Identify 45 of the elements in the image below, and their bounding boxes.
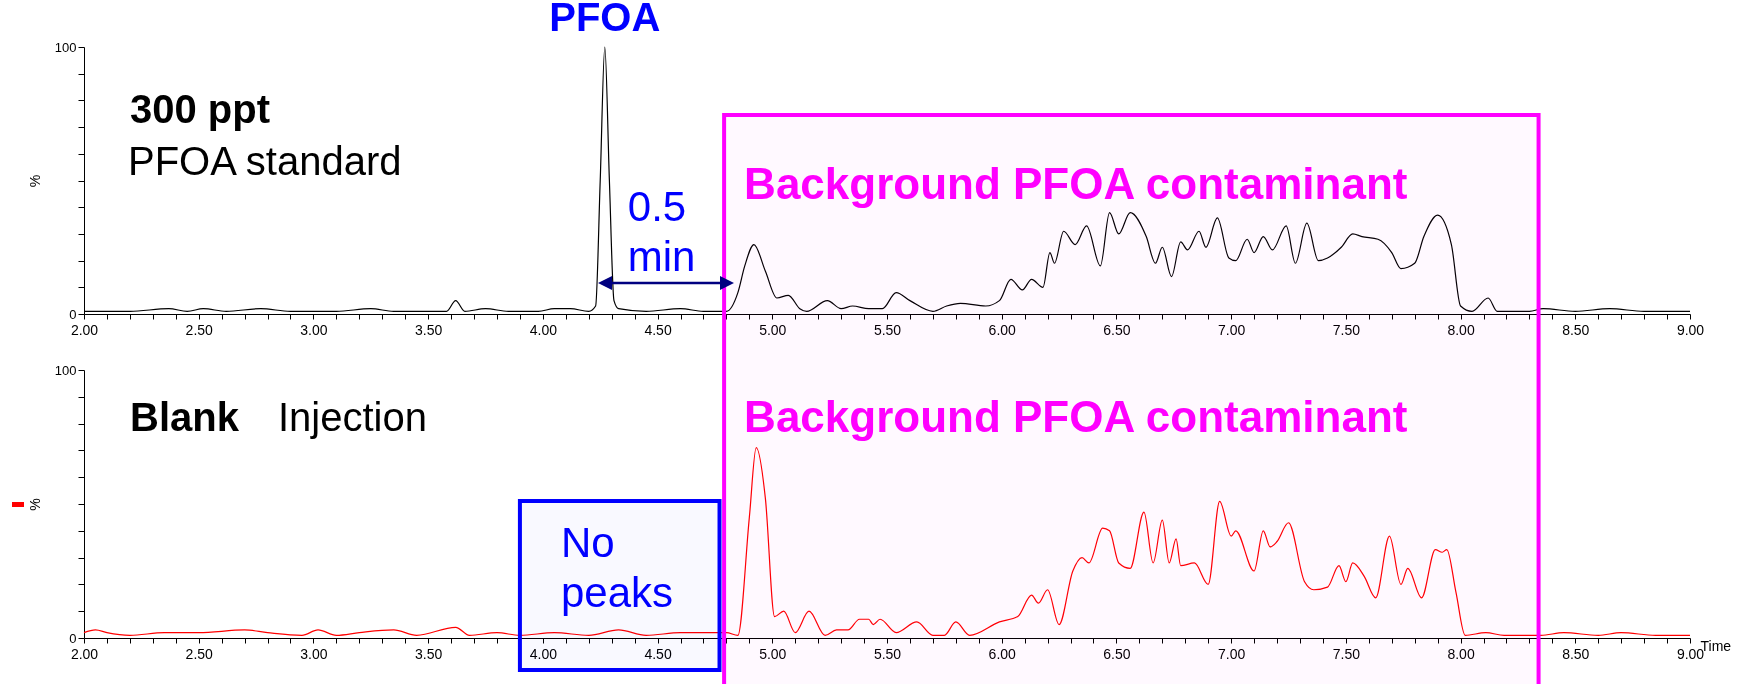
x-tick-label: 2.50 (185, 321, 214, 338)
x-tick-label: 3.50 (415, 645, 443, 662)
annotation: 300 ppt (130, 87, 271, 131)
x-tick-label: 2.00 (70, 645, 99, 662)
annotation: Injection (278, 395, 427, 439)
x-tick-label: 8.00 (1447, 645, 1475, 662)
x-tick-label: 6.50 (1103, 321, 1131, 338)
band-label: No peaks (560, 519, 673, 616)
x-tick-label: 4.00 (529, 321, 558, 338)
x-tick-label: 8.50 (1562, 645, 1590, 662)
y-tick-label: 100 (54, 39, 77, 55)
y-axis-title: % (26, 498, 43, 511)
x-tick-label: 4.50 (644, 321, 672, 338)
x-tick-label: 5.50 (873, 321, 902, 338)
x-tick-label: 5.00 (759, 645, 787, 662)
x-tick-label: 8.00 (1447, 321, 1475, 338)
x-tick-label: 5.00 (759, 321, 787, 338)
x-tick-label: 7.50 (1332, 321, 1361, 338)
x-tick-label: 7.00 (1218, 645, 1246, 662)
x-tick-label: 2.00 (70, 321, 99, 338)
x-tick-label: 6.50 (1103, 645, 1131, 662)
band-label: Background PFOA contaminant (744, 392, 1408, 441)
y-axis-title: % (26, 174, 43, 188)
y-tick-label: 0 (69, 306, 77, 322)
y-tick-label: 100 (54, 362, 77, 378)
x-tick-label: 3.00 (300, 321, 328, 338)
x-tick-label: 4.00 (529, 645, 558, 662)
y-tick-label: 0 (69, 630, 77, 646)
x-tick-label: 6.00 (988, 645, 1017, 662)
x-tick-label: 7.00 (1218, 321, 1246, 338)
annotation: Blank (130, 395, 240, 439)
x-tick-label: 8.50 (1562, 321, 1590, 338)
x-tick-label: 9.00 (1676, 321, 1705, 338)
annotation: 0.5 min (627, 182, 696, 280)
x-tick-label: 7.50 (1332, 645, 1361, 662)
x-tick-label: 4.50 (644, 645, 672, 662)
x-tick-label: 9.00 (1676, 645, 1705, 662)
annotation: PFOA standard (128, 139, 402, 183)
x-tick-label: 2.50 (185, 645, 214, 662)
annotation: PFOA (549, 0, 661, 39)
x-tick-label: 5.50 (873, 645, 902, 662)
band-label: Background PFOA contaminant (744, 159, 1408, 208)
x-tick-label: 3.00 (300, 645, 328, 662)
x-tick-label: 3.50 (415, 321, 443, 338)
x-tick-label: 6.00 (988, 321, 1017, 338)
